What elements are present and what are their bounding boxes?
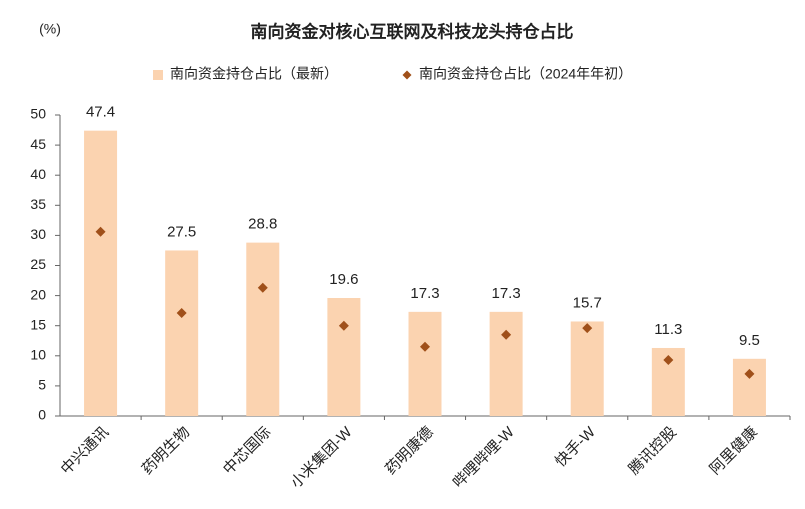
y-tick-label: 10: [30, 347, 46, 363]
bar: [84, 130, 118, 417]
x-tick-label: 药明生物: [139, 424, 193, 478]
legend-label: 南向资金持仓占比（最新）: [170, 66, 338, 82]
data-label: 47.4: [86, 104, 115, 121]
legend-swatch: [153, 70, 163, 80]
data-label: 17.3: [410, 285, 439, 302]
chart-title: 南向资金对核心互联网及科技龙头持仓占比: [251, 21, 574, 41]
y-axis-label: (%): [39, 21, 61, 37]
legend-swatch: [402, 70, 412, 80]
point: [257, 282, 268, 293]
y-tick-label: 15: [30, 316, 46, 332]
x-tick-label: 小米集团-W: [288, 423, 357, 492]
point: [501, 329, 512, 340]
point: [95, 226, 106, 237]
x-tick-label: 中兴通讯: [58, 424, 112, 478]
bar: [732, 358, 766, 416]
point: [420, 341, 430, 352]
y-tick-label: 5: [38, 377, 46, 393]
legend-label: 南向资金持仓占比（2024年年初）: [419, 66, 632, 82]
point: [338, 320, 349, 331]
y-tick-label: 30: [30, 226, 46, 242]
bar: [246, 242, 280, 416]
y-tick-label: 35: [30, 196, 46, 212]
x-tick-label: 腾讯控股: [626, 424, 680, 478]
point: [582, 323, 593, 334]
point: [663, 355, 674, 366]
y-tick-label: 45: [30, 136, 46, 152]
bar: [408, 311, 442, 416]
data-label: 15.7: [573, 294, 602, 311]
y-tick-label: 25: [30, 256, 46, 272]
y-tick-label: 50: [30, 106, 46, 122]
point: [744, 368, 755, 379]
bar: [570, 321, 604, 416]
data-label: 11.3: [654, 321, 682, 338]
x-tick-label: 阿里健康: [707, 424, 761, 478]
y-tick-label: 0: [38, 407, 46, 423]
y-tick-label: 40: [30, 166, 46, 182]
x-tick-label: 快手-W: [552, 423, 599, 470]
x-tick-label: 药明康德: [381, 423, 436, 478]
bar: [327, 298, 361, 416]
data-label: 19.6: [329, 271, 358, 288]
data-label: 27.5: [167, 223, 196, 240]
data-label: 28.8: [248, 216, 277, 233]
bar: [489, 311, 523, 416]
x-tick-label: 中芯国际: [220, 424, 274, 478]
bar: [165, 250, 199, 416]
x-tick-label: 哔哩哔哩-W: [450, 423, 519, 492]
data-label: 9.5: [739, 332, 760, 349]
y-tick-label: 20: [30, 286, 46, 302]
data-label: 17.3: [492, 285, 521, 302]
point: [176, 308, 187, 319]
